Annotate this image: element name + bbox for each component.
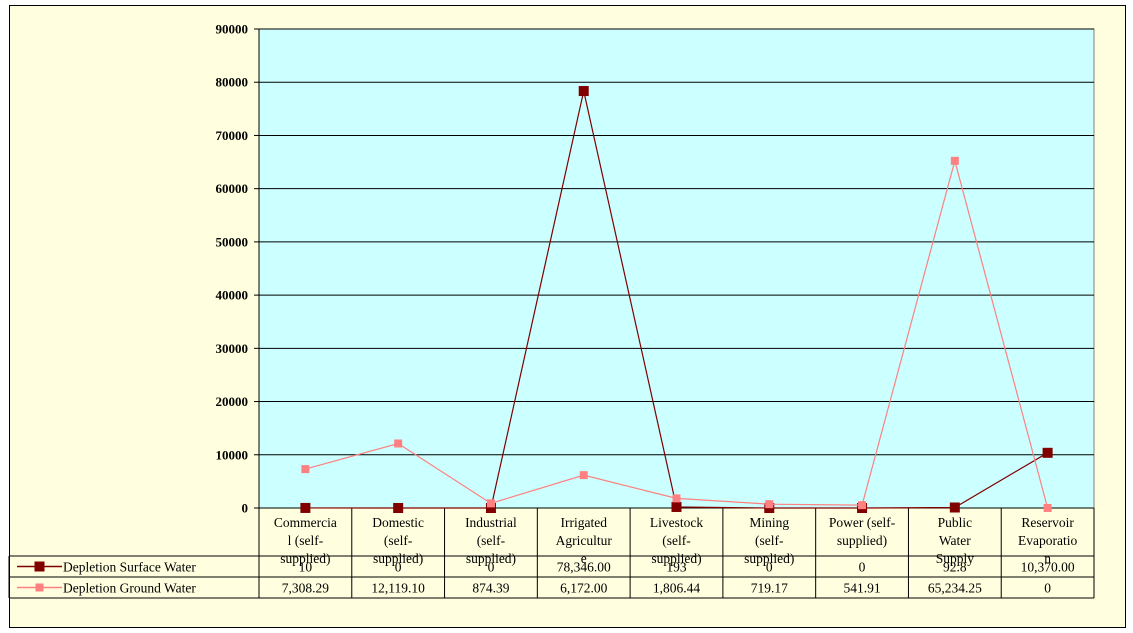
table-cell-value: 10,370.00 [1021,560,1075,575]
data-point [1042,447,1053,458]
table-cell-value: 0 [395,560,402,575]
data-point [300,502,311,513]
y-tick-label: 80000 [216,75,249,90]
category-label: Mining [749,515,789,530]
plot-area [258,28,1095,509]
data-point [486,499,495,508]
category-label: supplied) [651,551,701,566]
category-label: (self- [384,533,413,548]
table-cell-value: 193 [666,560,687,575]
legend-label: Depletion Surface Water [63,560,196,575]
y-tick-label: 0 [242,501,249,516]
data-point [1043,504,1052,512]
y-tick-label: 90000 [216,22,249,37]
table-cell-value: 12,119.10 [371,581,425,596]
data-point [393,503,404,513]
category-label: Power (self- [829,515,896,530]
table-cell-value: 1,806.44 [653,581,701,596]
category-label: l (self- [288,533,324,548]
data-point [394,439,403,448]
table-cell-value: 541.91 [843,581,880,596]
category-label: supplied) [744,551,794,566]
table-cell-value: 7,308.29 [282,581,330,596]
category-label: supplied) [466,551,516,566]
category-label: Supply [936,551,975,566]
data-point [671,501,682,512]
table-cell-value: 65,234.25 [928,581,982,596]
table-cell-value: 78,346.00 [557,560,611,575]
table-cell-value: 6,172.00 [560,581,608,596]
data-point [485,503,496,513]
category-label: Public [938,515,973,530]
data-point [301,465,310,474]
data-point [579,471,588,480]
category-label: Evaporatio [1018,533,1077,548]
category-label: Agricultur [556,533,613,548]
y-tick-label: 60000 [216,181,249,196]
table-cell-value: 719.17 [751,581,788,596]
category-label: Domestic [372,515,424,530]
table-cell-value: 92.8 [943,560,967,575]
y-tick-label: 40000 [216,288,249,303]
category-label: (self- [477,533,506,548]
category-label: (self- [662,533,691,548]
category-label: Livestock [650,515,703,530]
table-cell-value: 874.39 [472,581,509,596]
legend-key-marker [34,561,45,572]
data-point [765,500,774,509]
category-label: Industrial [465,515,517,530]
category-label: Water [939,533,971,548]
category-label: n [1044,551,1051,566]
legend-label: Depletion Ground Water [63,581,196,596]
y-tick-label: 20000 [216,394,249,409]
data-point [949,502,960,513]
category-label: supplied) [373,551,423,566]
y-tick-label: 30000 [216,341,249,356]
category-label: supplied) [837,533,887,548]
category-label: e [581,551,587,566]
table-cell-value: 0 [1044,581,1051,596]
data-point [858,501,867,510]
table-cell-value: 0 [766,560,773,575]
y-tick-label: 50000 [216,234,249,249]
category-label: (self- [755,533,784,548]
table-cell-value: 10 [299,560,313,575]
legend-key-marker [35,583,44,592]
category-label: Reservoir [1021,515,1074,530]
data-point [950,156,959,165]
data-point [578,86,589,97]
category-label: supplied) [280,551,330,566]
category-label: Irrigated [560,515,607,530]
category-label: Commercia [274,515,337,530]
table-cell-value: 0 [488,560,495,575]
y-tick-label: 70000 [216,128,249,143]
table-cell-value: 0 [859,560,866,575]
y-tick-label: 10000 [216,447,249,462]
data-point [672,494,681,503]
